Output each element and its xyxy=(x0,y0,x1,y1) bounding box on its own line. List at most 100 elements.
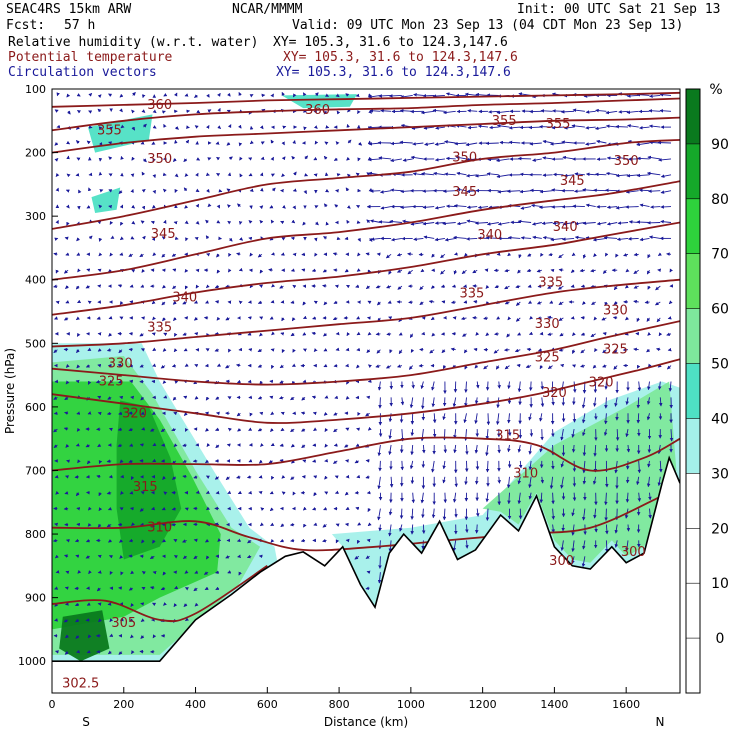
vector-352 xyxy=(152,539,156,544)
vector-661 xyxy=(260,236,265,241)
vector-696 xyxy=(269,316,274,320)
vector-1355 xyxy=(515,317,521,322)
vector-110 xyxy=(88,125,93,129)
vector-72 xyxy=(76,93,81,97)
vector-260 xyxy=(131,220,136,225)
vector-805 xyxy=(314,205,319,209)
vector-437 xyxy=(184,220,189,225)
vector-1286 xyxy=(485,492,490,503)
vector-657 xyxy=(259,172,264,177)
vector-1540 xyxy=(585,142,596,146)
vector-616 xyxy=(237,490,242,495)
vector-384 xyxy=(162,476,166,480)
vector-1554 xyxy=(592,364,597,369)
vector-103 xyxy=(74,586,79,591)
vector-1407 xyxy=(536,301,542,305)
vector-917 xyxy=(358,141,363,146)
vector-989 xyxy=(376,301,381,306)
vector-100 xyxy=(74,538,80,543)
vector-73 xyxy=(76,110,81,114)
vector-300 xyxy=(140,284,145,288)
vector-1276 xyxy=(485,332,490,336)
vector-400 xyxy=(174,173,179,178)
vector-1181 xyxy=(442,189,456,193)
vector-70 xyxy=(65,634,69,639)
vector-1385 xyxy=(525,364,532,369)
vector-326 xyxy=(152,125,157,129)
vector-1 xyxy=(54,109,59,113)
vector-451 xyxy=(182,443,187,447)
vector-328 xyxy=(152,158,156,163)
vector-495 xyxy=(194,602,199,607)
vector-1741 xyxy=(660,205,672,209)
vector-1007 xyxy=(378,94,392,98)
vector-1196 xyxy=(453,429,457,439)
rh-fill-layer xyxy=(52,94,680,662)
vector-1444 xyxy=(549,476,554,490)
vector-39 xyxy=(66,140,71,145)
vector-83 xyxy=(77,268,81,273)
vector-1170 xyxy=(443,444,448,454)
vector-1312 xyxy=(497,476,501,484)
vector-1722 xyxy=(654,301,661,306)
vector-1582 xyxy=(602,349,607,354)
vector-1318 xyxy=(496,158,510,163)
vector-1750 xyxy=(667,347,672,352)
vector-672 xyxy=(259,411,264,416)
vector-1707 xyxy=(648,492,652,501)
vector-1538 xyxy=(585,110,596,114)
vector-458 xyxy=(182,555,187,559)
vector-1725 xyxy=(656,347,661,352)
vector-508 xyxy=(205,284,210,289)
vector-791 xyxy=(301,444,306,448)
vector-164 xyxy=(97,411,102,416)
vector-830 xyxy=(324,141,329,146)
vector-1584 xyxy=(604,381,608,390)
vector-1244 xyxy=(472,269,478,274)
vector-222 xyxy=(118,190,123,195)
vector-1110 xyxy=(420,381,425,390)
vector-547 xyxy=(215,396,220,400)
vector-1191 xyxy=(450,347,456,352)
vector-880 xyxy=(334,475,339,479)
vector-775 xyxy=(303,190,307,195)
vector-757 xyxy=(291,363,296,367)
vector-1386 xyxy=(528,381,533,391)
vector-650 xyxy=(247,539,252,544)
vector-811 xyxy=(313,300,318,305)
vector-967 xyxy=(365,459,370,463)
vector-577 xyxy=(225,364,230,369)
vector-134 xyxy=(88,506,92,511)
vector-209 xyxy=(108,555,113,559)
vector-923 xyxy=(357,237,361,242)
vector-1251 xyxy=(475,381,480,389)
vector-1498 xyxy=(571,429,575,438)
vector-1512 xyxy=(574,172,585,176)
vector-1583 xyxy=(602,364,607,368)
theta-label-2: 355 xyxy=(97,123,122,138)
vector-468 xyxy=(195,172,199,177)
vector-1625 xyxy=(618,110,629,114)
vector-665 xyxy=(257,300,263,304)
vector-1494 xyxy=(572,364,577,368)
vector-1131 xyxy=(431,253,436,258)
vector-1731 xyxy=(657,444,662,455)
vector-1579 xyxy=(604,301,608,306)
vector-280 xyxy=(128,538,133,543)
vector-877 xyxy=(333,428,338,433)
vector-316 xyxy=(141,539,145,544)
vector-1375 xyxy=(520,206,532,210)
vector-375 xyxy=(163,332,168,337)
vector-360 xyxy=(163,93,168,97)
vector-1306 xyxy=(497,381,501,389)
vector-509 xyxy=(205,300,210,304)
vector-401 xyxy=(174,188,178,193)
vector-1129 xyxy=(422,221,435,226)
vector-743 xyxy=(292,140,296,144)
vector-1214 xyxy=(464,252,468,257)
vector-1130 xyxy=(423,235,435,239)
vector-1425 xyxy=(542,173,553,177)
theta-label-26: 315 xyxy=(133,480,158,495)
vector-1424 xyxy=(542,156,553,160)
vector-970 xyxy=(367,508,372,513)
